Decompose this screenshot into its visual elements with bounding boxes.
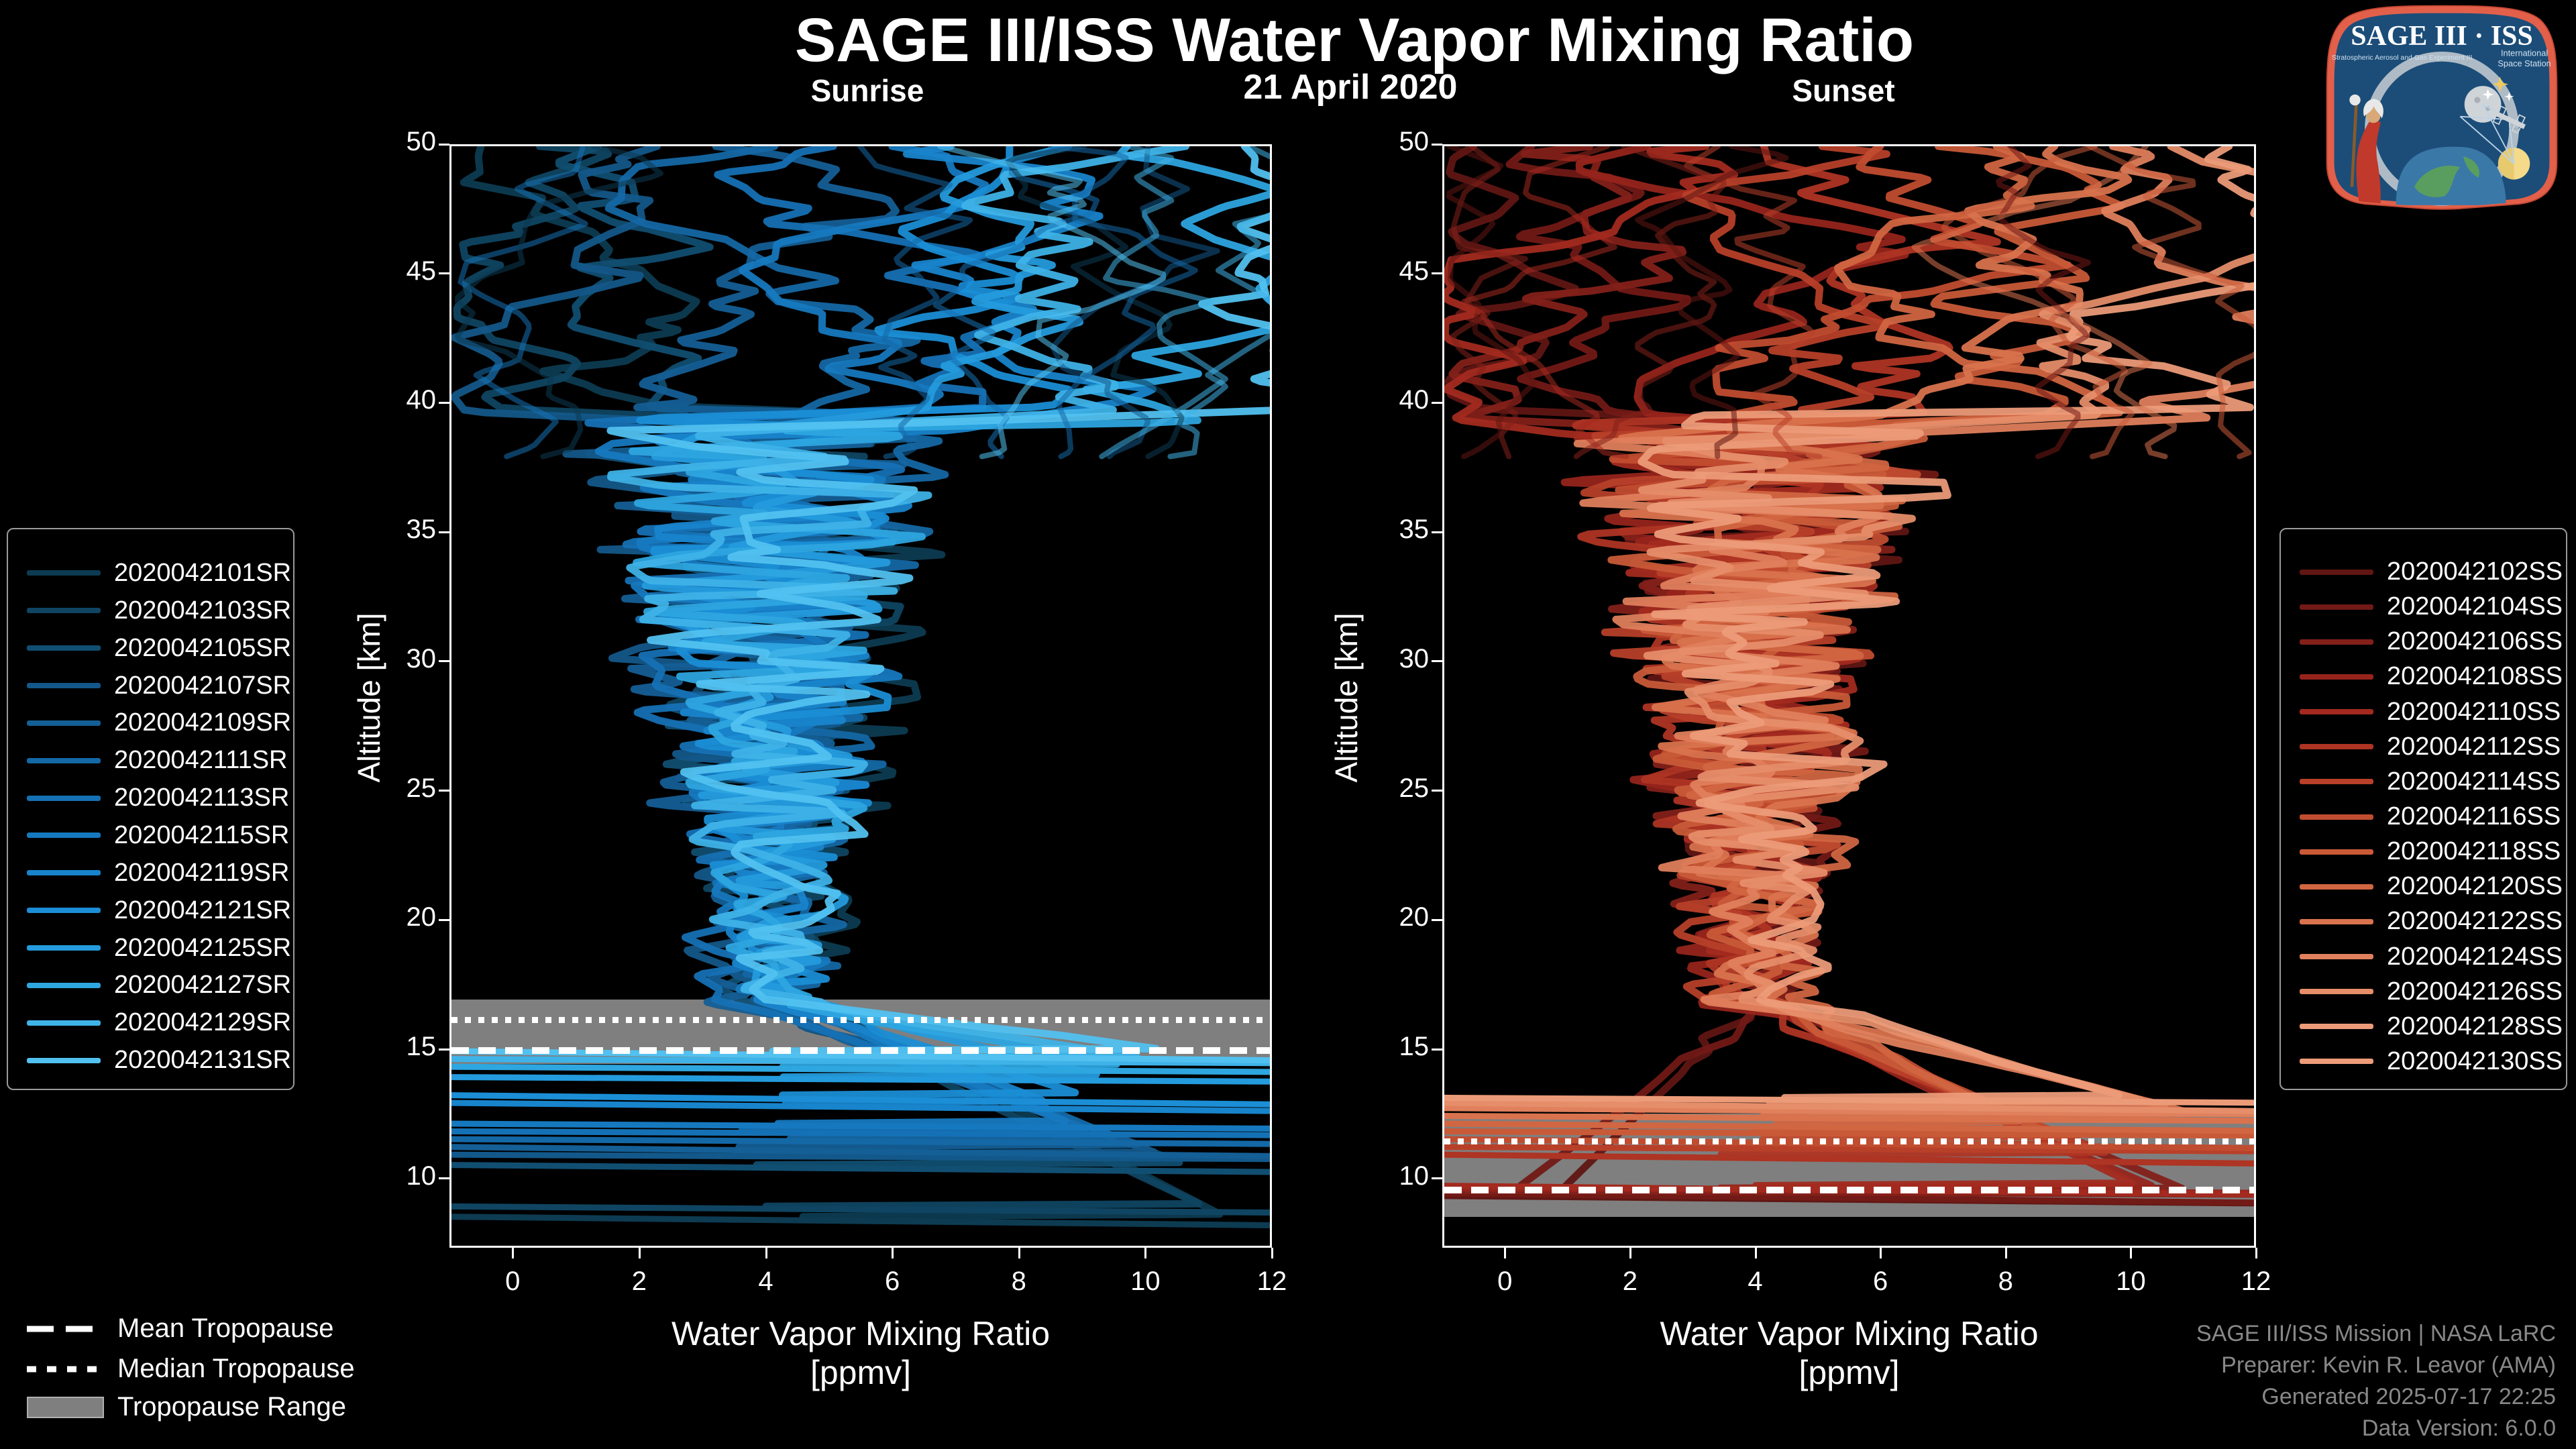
svg-text:SAGE III · ISS: SAGE III · ISS: [2351, 21, 2533, 52]
svg-text:Stratospheric Aerosol and Gas: Stratospheric Aerosol and Gas Experiment…: [2332, 54, 2472, 62]
svg-text:Space Station: Space Station: [2498, 58, 2551, 68]
svg-text:International: International: [2501, 48, 2548, 58]
